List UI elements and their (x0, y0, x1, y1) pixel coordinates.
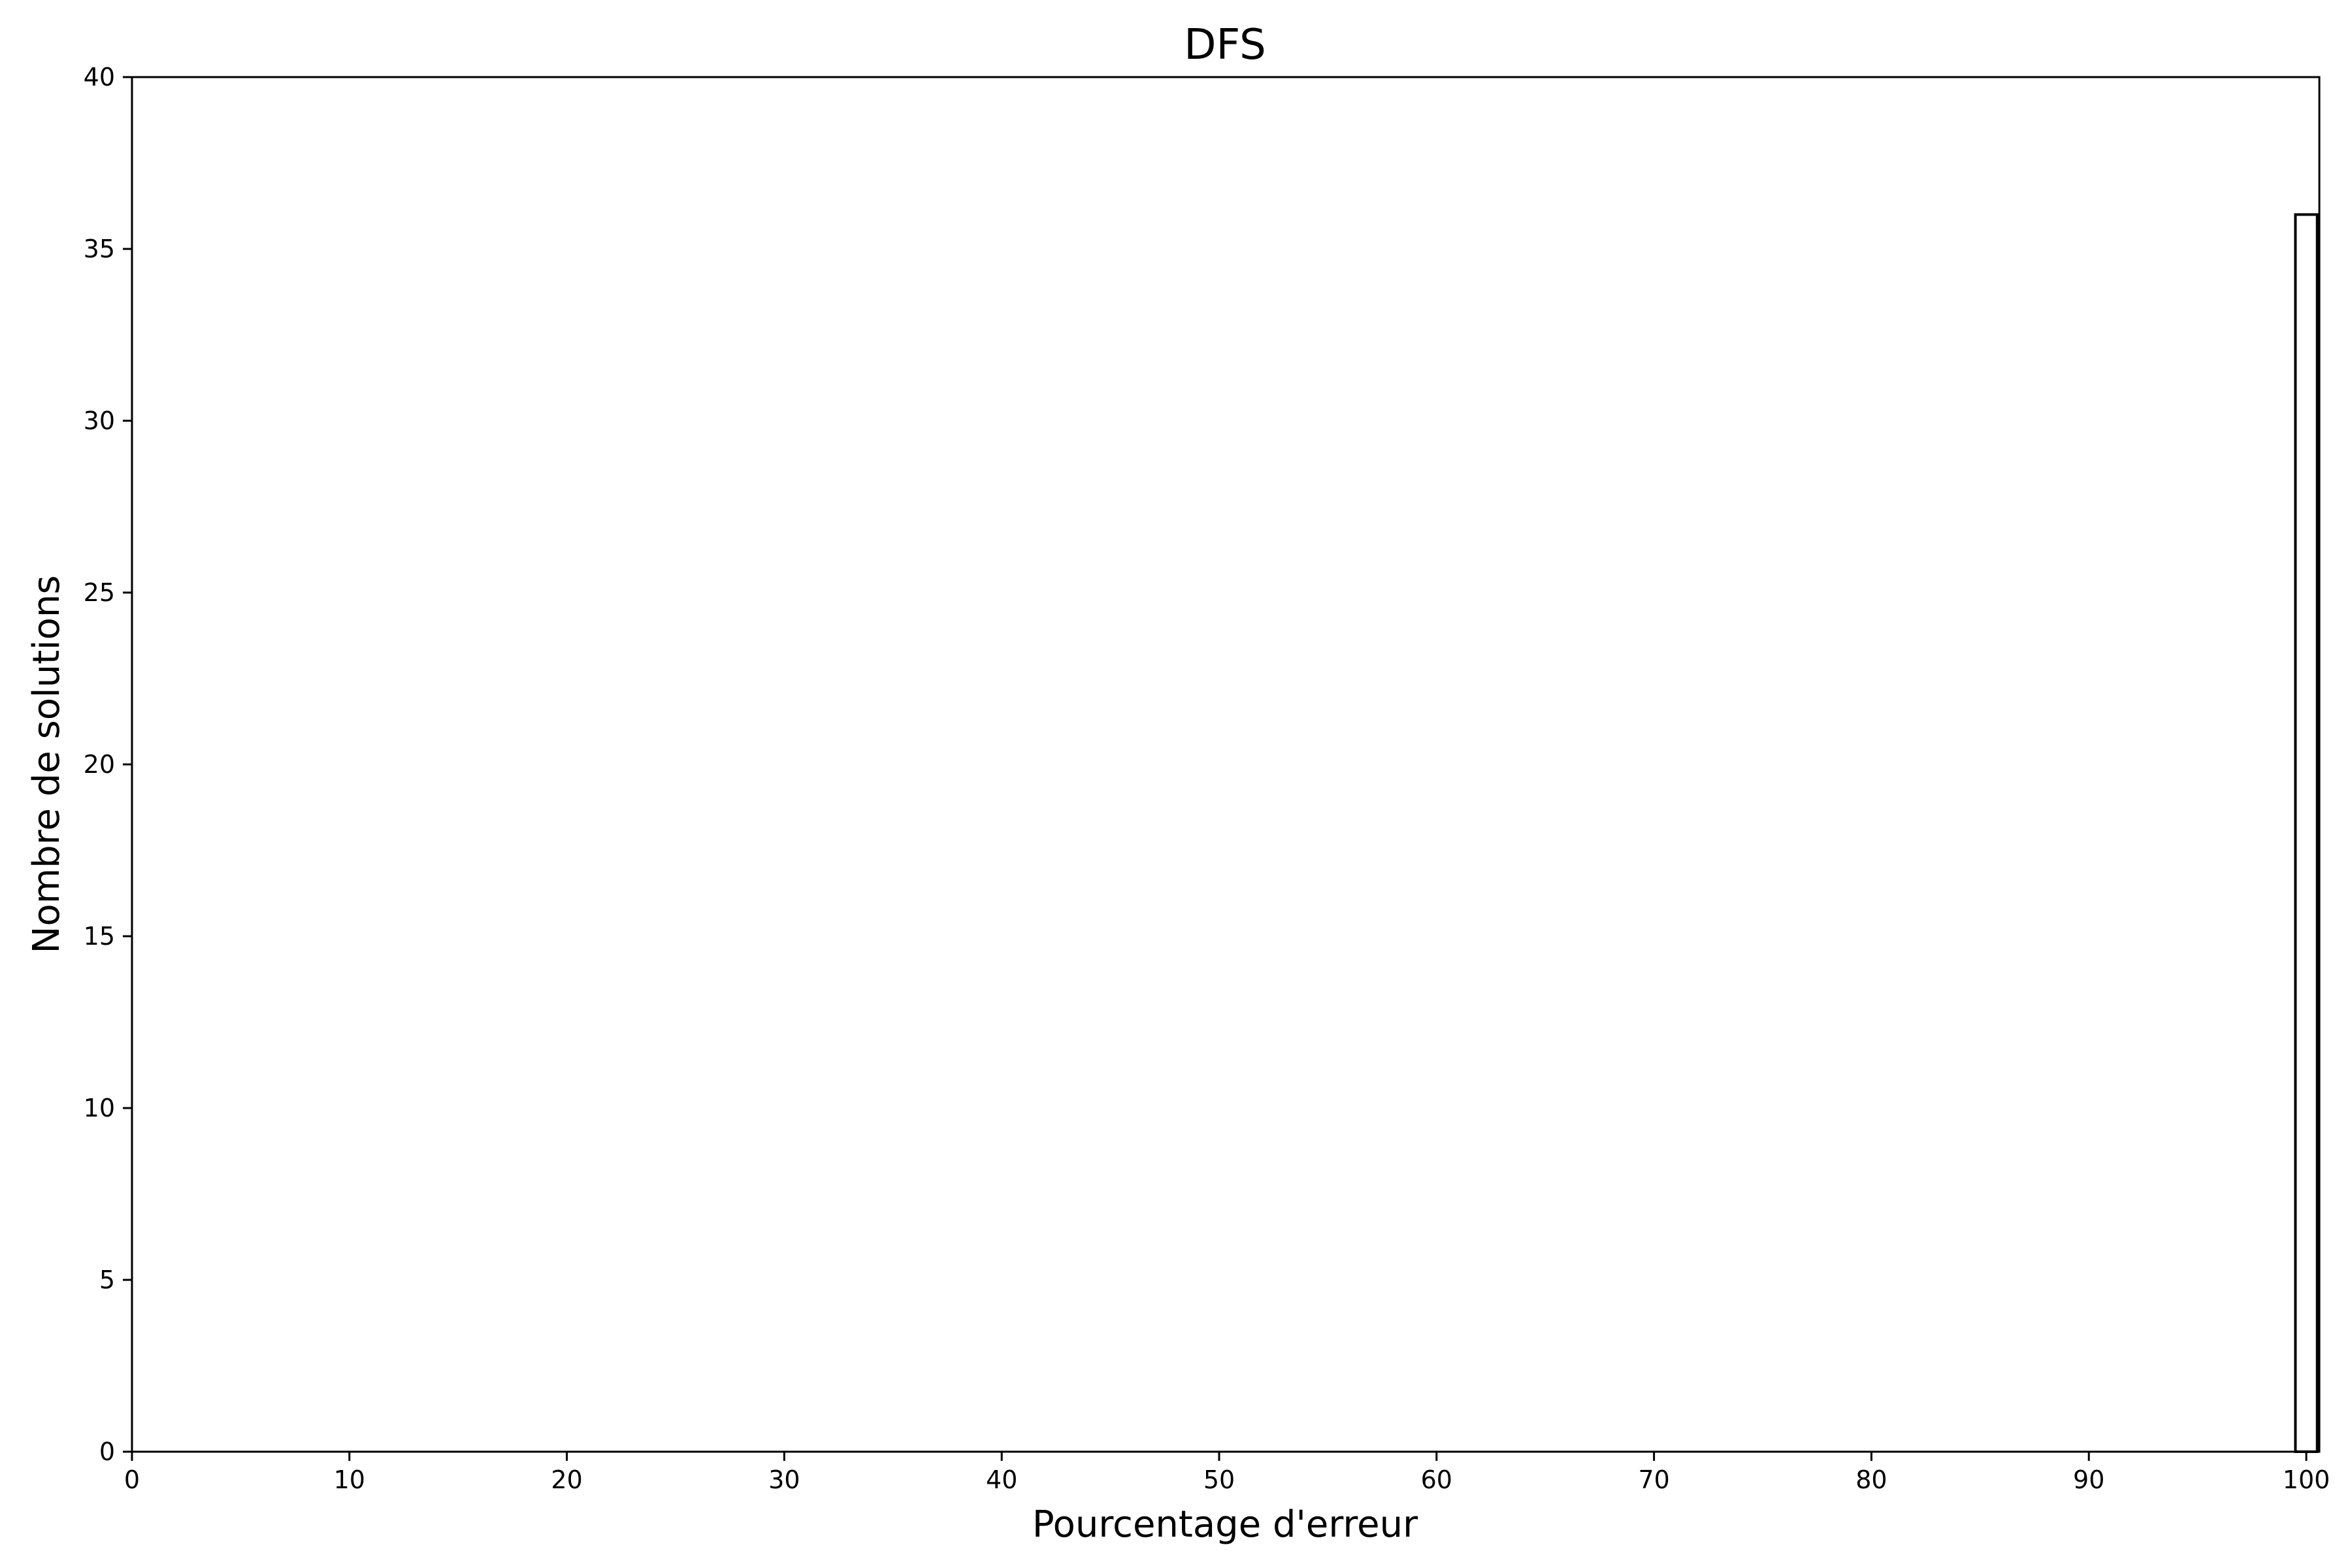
y-tick-label: 15 (84, 922, 115, 951)
bars-layer (2294, 213, 2319, 1453)
histogram-bar-0 (2294, 213, 2319, 1453)
y-tick-label: 35 (84, 235, 115, 263)
y-tick-label: 20 (84, 750, 115, 779)
y-tick-label: 0 (99, 1437, 115, 1466)
x-tick-label: 40 (986, 1465, 1017, 1494)
x-axis: 0 10 20 30 40 50 60 70 80 90 100 (124, 1452, 2330, 1494)
y-tick-label: 25 (84, 578, 115, 607)
x-tick-label: 30 (768, 1465, 800, 1494)
y-tick-label: 40 (84, 63, 115, 91)
x-tick-label: 10 (334, 1465, 365, 1494)
x-tick-label: 90 (2073, 1465, 2104, 1494)
y-tick-label: 5 (99, 1266, 115, 1294)
x-tick-label: 60 (1421, 1465, 1452, 1494)
y-tick-label: 30 (84, 406, 115, 435)
x-tick-label: 70 (1638, 1465, 1669, 1494)
y-tick-label: 10 (84, 1094, 115, 1122)
y-axis: 0 5 10 15 20 25 30 35 40 (84, 63, 132, 1466)
x-tick-label: 0 (124, 1465, 140, 1494)
x-tick-label: 100 (2283, 1465, 2330, 1494)
chart-title: DFS (1184, 21, 1266, 69)
x-axis-label: Pourcentage d'erreur (1032, 1503, 1418, 1546)
x-tick-label: 80 (1855, 1465, 1887, 1494)
x-tick-label: 50 (1203, 1465, 1235, 1494)
y-axis-label: Nombre de solutions (25, 575, 68, 953)
x-tick-label: 20 (551, 1465, 582, 1494)
